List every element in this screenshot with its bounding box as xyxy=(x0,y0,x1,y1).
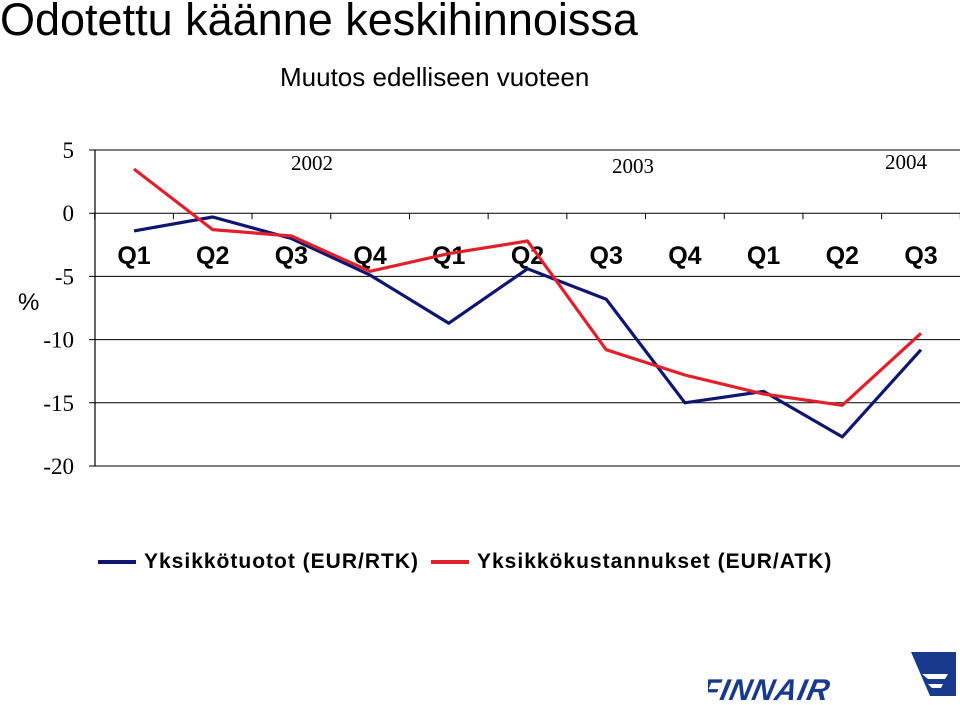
y-tick-labels: 5 0 -5 -10 -15 -20 xyxy=(43,138,74,479)
legend-label-series2: Yksikkökustannukset (EUR/ATK) xyxy=(477,550,833,573)
legend-item-series1: Yksikkötuotot (EUR/RTK) xyxy=(98,550,419,574)
chart-subtitle: Muutos edelliseen vuoteen xyxy=(280,62,590,92)
year-label: 2003 xyxy=(612,154,654,178)
chart-title: Odotettu käänne keskihinnoissa xyxy=(0,0,638,45)
quarter-labels: Q1 Q2 Q3 Q4 Q1 Q2 Q3 Q4 Q1 Q2 Q3 xyxy=(117,242,937,270)
y-tick-label: 5 xyxy=(63,138,75,163)
legend-swatch-series2 xyxy=(431,560,469,564)
y-tick-label: -10 xyxy=(43,328,74,353)
x-tick-label: Q1 xyxy=(747,242,780,270)
x-tick-label: Q3 xyxy=(275,242,308,270)
y-tick-label: -5 xyxy=(55,264,74,289)
series-lines xyxy=(133,167,923,439)
legend: Yksikkötuotot (EUR/RTK) Yksikkökustannuk… xyxy=(98,550,844,574)
year-labels: 2002 2003 2004 xyxy=(291,150,928,178)
gridlines xyxy=(89,149,960,467)
finnair-logo: FINNAIR xyxy=(708,652,956,705)
x-tick-label: Q2 xyxy=(196,242,229,270)
series-line-1 xyxy=(133,215,923,439)
year-label: 2004 xyxy=(885,150,928,174)
series-line-2 xyxy=(133,167,923,407)
legend-item-series2: Yksikkökustannukset (EUR/ATK) xyxy=(431,550,832,574)
finnair-logo-text: FINNAIR xyxy=(708,674,833,705)
y-tick-label: -20 xyxy=(43,454,74,479)
y-tick-label: 0 xyxy=(63,201,75,226)
y-axis-label: % xyxy=(18,289,39,316)
legend-label-series1: Yksikkötuotot (EUR/RTK) xyxy=(144,550,419,573)
x-tick-label: Q1 xyxy=(117,242,150,270)
x-tick-label: Q3 xyxy=(904,242,937,270)
line-chart: 5 0 -5 -10 -15 -20 % 2002 2003 2004 Q1 Q2 Q3 Q4 Q1 Q… xyxy=(18,138,960,479)
x-tick-label: Q4 xyxy=(668,242,701,270)
finnair-logo-mark xyxy=(911,652,956,696)
x-tick-label: Q2 xyxy=(826,242,859,270)
y-tick-label: -15 xyxy=(43,391,74,416)
year-label: 2002 xyxy=(291,151,333,175)
legend-swatch-series1 xyxy=(98,560,136,564)
x-tick-label: Q3 xyxy=(590,242,623,270)
